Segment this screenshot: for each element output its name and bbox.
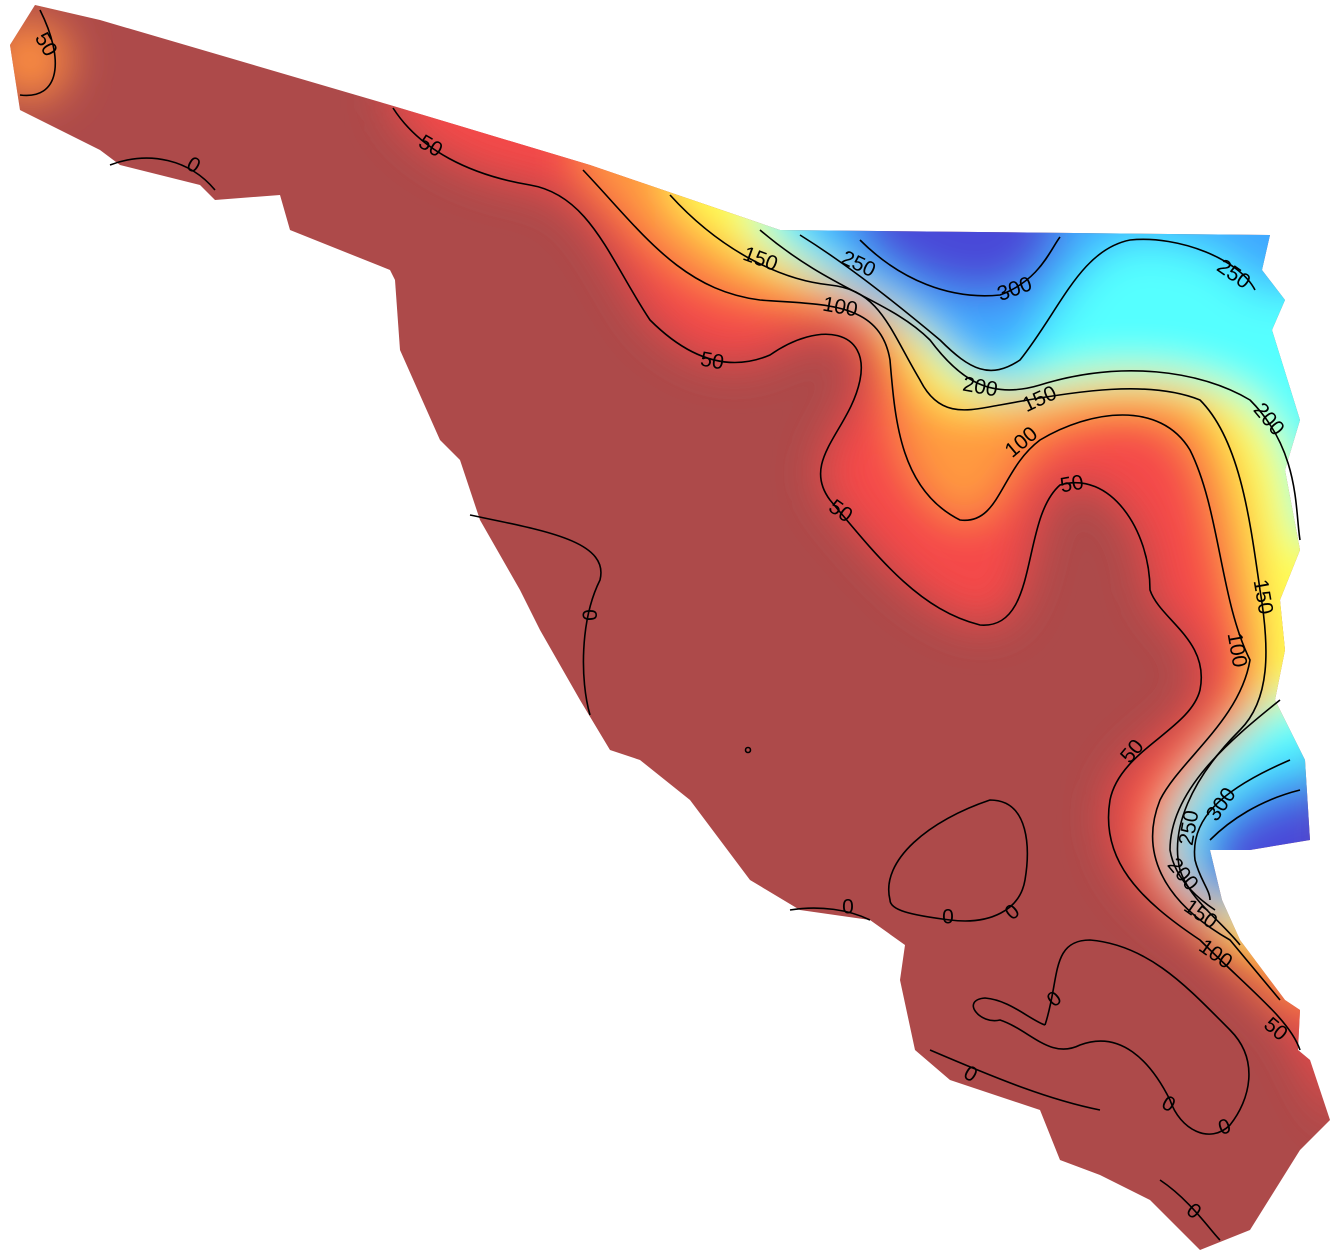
- contour-label: 50: [699, 348, 726, 375]
- contour-label: 50: [1058, 471, 1085, 498]
- contour-label: 0: [842, 896, 854, 919]
- contour-label: 0: [942, 906, 954, 929]
- contour-lines: [19, 9, 1301, 1241]
- contour-label: 0: [577, 609, 600, 621]
